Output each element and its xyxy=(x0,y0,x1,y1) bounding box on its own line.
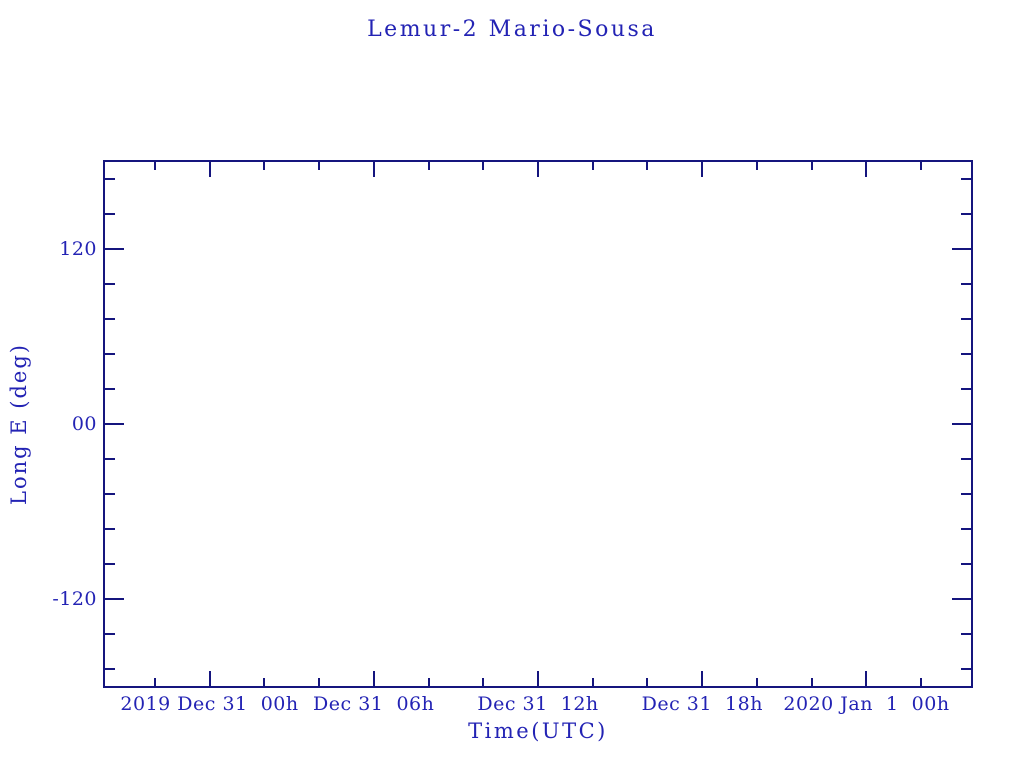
x-minor-tick xyxy=(756,162,758,170)
y-minor-tick xyxy=(105,353,115,356)
y-major-tick xyxy=(105,248,124,251)
y-tick-label: -120 xyxy=(52,587,97,610)
y-major-tick xyxy=(952,248,971,251)
x-minor-tick xyxy=(153,162,156,170)
y-minor-tick xyxy=(961,562,971,565)
x-minor-tick xyxy=(920,162,923,170)
x-major-tick xyxy=(865,162,868,177)
x-minor-tick xyxy=(317,162,320,170)
x-tick-label: 2020 Jan 1 00h xyxy=(783,693,950,715)
x-major-tick xyxy=(537,671,539,686)
x-minor-tick xyxy=(427,678,430,686)
x-minor-tick xyxy=(263,162,266,170)
y-minor-tick xyxy=(105,457,115,460)
x-tick-label: 2019 Dec 31 00h xyxy=(120,693,299,715)
y-minor-tick xyxy=(105,178,115,181)
x-minor-tick xyxy=(920,678,923,686)
x-major-tick xyxy=(701,162,704,177)
x-axis-label: Time(UTC) xyxy=(468,719,608,743)
x-major-tick xyxy=(208,162,211,177)
x-major-tick xyxy=(537,162,539,177)
y-minor-tick xyxy=(961,667,971,670)
y-minor-tick xyxy=(105,632,115,635)
y-minor-tick xyxy=(105,527,115,530)
y-minor-tick xyxy=(105,388,115,391)
y-major-tick xyxy=(105,597,124,600)
x-minor-tick xyxy=(591,678,594,686)
y-minor-tick xyxy=(961,353,971,356)
x-minor-tick xyxy=(427,162,430,170)
y-tick-label: 00 xyxy=(71,413,97,435)
x-minor-tick xyxy=(756,678,758,686)
x-minor-tick xyxy=(153,678,156,686)
y-minor-tick xyxy=(961,178,971,181)
x-major-tick xyxy=(701,671,704,686)
x-minor-tick xyxy=(646,678,649,686)
y-minor-tick xyxy=(961,213,971,216)
y-minor-tick xyxy=(961,632,971,635)
x-tick-label: Dec 31 12h xyxy=(477,693,599,715)
y-minor-tick xyxy=(961,527,971,530)
x-minor-tick xyxy=(482,678,485,686)
x-tick-label: Dec 31 06h xyxy=(313,693,435,715)
x-minor-tick xyxy=(263,678,266,686)
y-minor-tick xyxy=(105,213,115,216)
y-minor-tick xyxy=(105,318,115,321)
y-minor-tick xyxy=(105,492,115,495)
x-minor-tick xyxy=(810,162,813,170)
y-minor-tick xyxy=(961,492,971,495)
x-minor-tick xyxy=(482,162,485,170)
y-minor-tick xyxy=(961,457,971,460)
x-major-tick xyxy=(208,671,211,686)
x-major-tick xyxy=(865,671,868,686)
x-tick-label: Dec 31 18h xyxy=(641,693,763,715)
plot-area xyxy=(103,160,973,688)
y-minor-tick xyxy=(105,667,115,670)
y-minor-tick xyxy=(961,388,971,391)
y-minor-tick xyxy=(961,283,971,286)
x-major-tick xyxy=(372,671,375,686)
y-major-tick xyxy=(952,423,971,425)
y-tick-label: 120 xyxy=(59,238,97,261)
x-major-tick xyxy=(372,162,375,177)
chart-title: Lemur-2 Mario-Sousa xyxy=(367,17,657,42)
x-minor-tick xyxy=(317,678,320,686)
y-minor-tick xyxy=(961,318,971,321)
y-major-tick xyxy=(105,423,124,425)
y-minor-tick xyxy=(105,283,115,286)
x-minor-tick xyxy=(810,678,813,686)
x-minor-tick xyxy=(591,162,594,170)
y-major-tick xyxy=(952,597,971,600)
y-axis-label: Long E (deg) xyxy=(7,343,31,505)
y-minor-tick xyxy=(105,562,115,565)
x-minor-tick xyxy=(646,162,649,170)
